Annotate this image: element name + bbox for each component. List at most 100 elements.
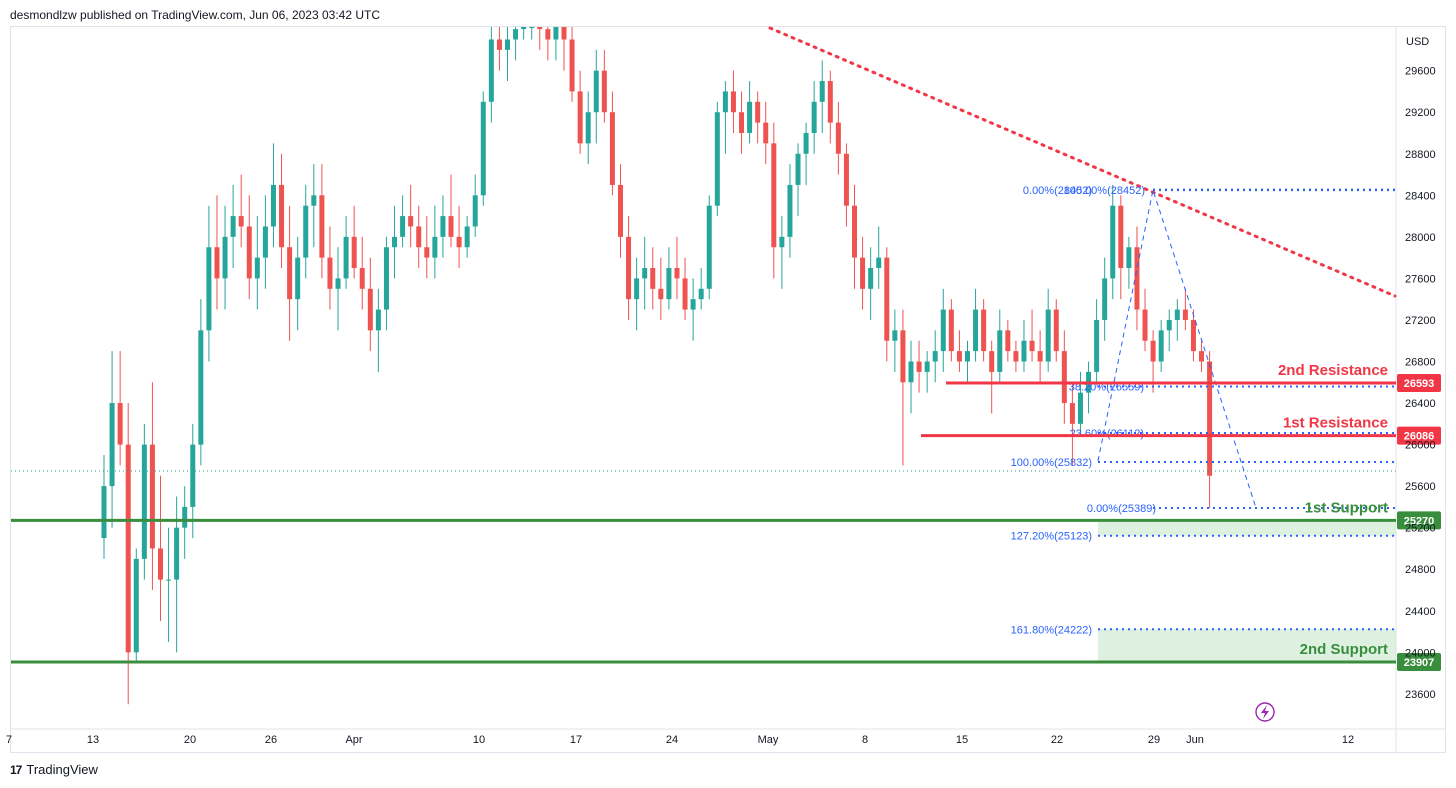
time-axis[interactable]: 7 13 20 26 Apr 10 17 24 May 8 15 22 29 Jun 12	[6, 734, 1354, 746]
candle-body	[698, 288, 704, 300]
level-name: 1st Resistance	[1283, 415, 1388, 432]
candle-body	[254, 257, 260, 279]
candle-body	[714, 112, 720, 206]
candle-body	[440, 216, 446, 237]
level-name: 2nd Support	[1300, 641, 1388, 658]
x-tick-label: 22	[1051, 734, 1063, 746]
candle-body	[1013, 351, 1019, 362]
x-tick-label: Apr	[345, 734, 362, 746]
y-tick-label: 27600	[1405, 273, 1436, 285]
descending-trendline[interactable]	[768, 26, 1397, 298]
candle-body	[505, 39, 510, 50]
candle-body	[109, 403, 115, 487]
candle-body	[609, 112, 615, 185]
candle-body	[206, 247, 212, 331]
brand-name: TradingView	[26, 762, 98, 777]
candle-body	[157, 548, 163, 580]
candle-body	[448, 216, 454, 237]
candle-body	[948, 309, 954, 352]
candle-body	[771, 143, 777, 248]
level-name: 2nd Resistance	[1278, 362, 1388, 379]
x-tick-label: 17	[570, 734, 582, 746]
candle-body	[174, 527, 180, 580]
candle-body	[835, 122, 841, 154]
candle-body	[521, 27, 527, 30]
candle-body	[626, 236, 632, 300]
price-axis[interactable]: 23600 24000 24400 24800 25200 25600 26000 26400…	[1405, 66, 1436, 701]
candle-body	[238, 216, 244, 227]
x-tick-label: Jun	[1186, 734, 1204, 746]
price-tag-value: 26086	[1404, 431, 1435, 443]
candle-body	[545, 29, 551, 40]
candle-body	[230, 216, 236, 237]
candle-body	[908, 361, 914, 383]
y-tick-label: 23600	[1405, 689, 1436, 701]
tradingview-logo-icon: 17	[10, 762, 22, 777]
candle-body	[755, 101, 761, 123]
x-tick-label: 29	[1148, 734, 1160, 746]
candle-body	[658, 288, 664, 300]
lightning-icon[interactable]	[1255, 702, 1275, 722]
candle-body	[1190, 319, 1196, 352]
candle-body	[706, 205, 712, 289]
x-tick-label: 24	[666, 734, 678, 746]
price-tag	[1397, 374, 1441, 392]
candle-body	[1029, 340, 1035, 352]
candle-body	[424, 247, 430, 258]
candle-body	[674, 268, 680, 279]
candle-body	[383, 247, 389, 310]
fib-swing-path	[1097, 188, 1257, 509]
candle-body	[359, 268, 365, 289]
chart-frame[interactable]	[10, 26, 1446, 753]
candle-body	[956, 351, 962, 362]
candle-body	[747, 101, 753, 133]
y-tick-label: 29200	[1405, 107, 1436, 119]
candle-body	[496, 39, 502, 50]
candle-body	[1158, 330, 1164, 362]
price-tag	[1397, 653, 1441, 671]
candle-body	[375, 309, 381, 331]
candle-body	[513, 29, 519, 40]
y-tick-label: 26800	[1405, 356, 1436, 368]
x-tick-label: 13	[87, 734, 99, 746]
fib-label: 0.00%(28452)	[1023, 185, 1092, 197]
candle-body	[819, 81, 825, 102]
candle-body	[190, 444, 196, 507]
price-tag	[1397, 426, 1441, 445]
candle-body	[1174, 309, 1180, 320]
candle-body	[1207, 361, 1213, 476]
candle-body	[1069, 403, 1075, 424]
price-tag	[1397, 511, 1441, 530]
candle-body	[392, 236, 398, 248]
candle-body	[1021, 340, 1027, 362]
candle-body	[868, 268, 874, 289]
tradingview-brand[interactable]: 17 TradingView	[10, 762, 98, 777]
candle-body	[973, 309, 979, 352]
levels-layer[interactable]: 2nd Resistance 26593 1st Resistance 26086 1s…	[11, 362, 1441, 671]
candle-body	[779, 236, 785, 248]
fib-label: 23.60%(26112)	[1070, 428, 1144, 440]
candle-body	[1199, 351, 1205, 362]
candle-body	[1094, 319, 1100, 372]
candle-body	[1126, 247, 1132, 269]
candle-body	[553, 27, 559, 40]
candle-body	[787, 184, 793, 237]
candle-body	[400, 216, 406, 237]
y-tick-label: 24800	[1405, 564, 1436, 576]
fibonacci-layer[interactable]: 0.00%(28452) 38.20%(26559) 23.60%(26112) 10…	[1011, 185, 1396, 636]
x-tick-label: 12	[1342, 734, 1354, 746]
fib-label: 127.20%(25123)	[1011, 531, 1092, 543]
candle-body	[892, 330, 898, 341]
candle-body	[287, 247, 293, 300]
candle-body	[650, 268, 656, 289]
y-tick-label: 24400	[1405, 606, 1436, 618]
candle-body	[989, 351, 995, 372]
candle-body	[279, 184, 285, 248]
candle-body	[634, 278, 640, 300]
trendline-layer[interactable]	[11, 26, 1397, 472]
candle-body	[1053, 309, 1059, 352]
candle-body	[125, 444, 131, 653]
fib-label: 100.00%(28452)	[1064, 185, 1145, 197]
candle-body	[811, 101, 817, 133]
